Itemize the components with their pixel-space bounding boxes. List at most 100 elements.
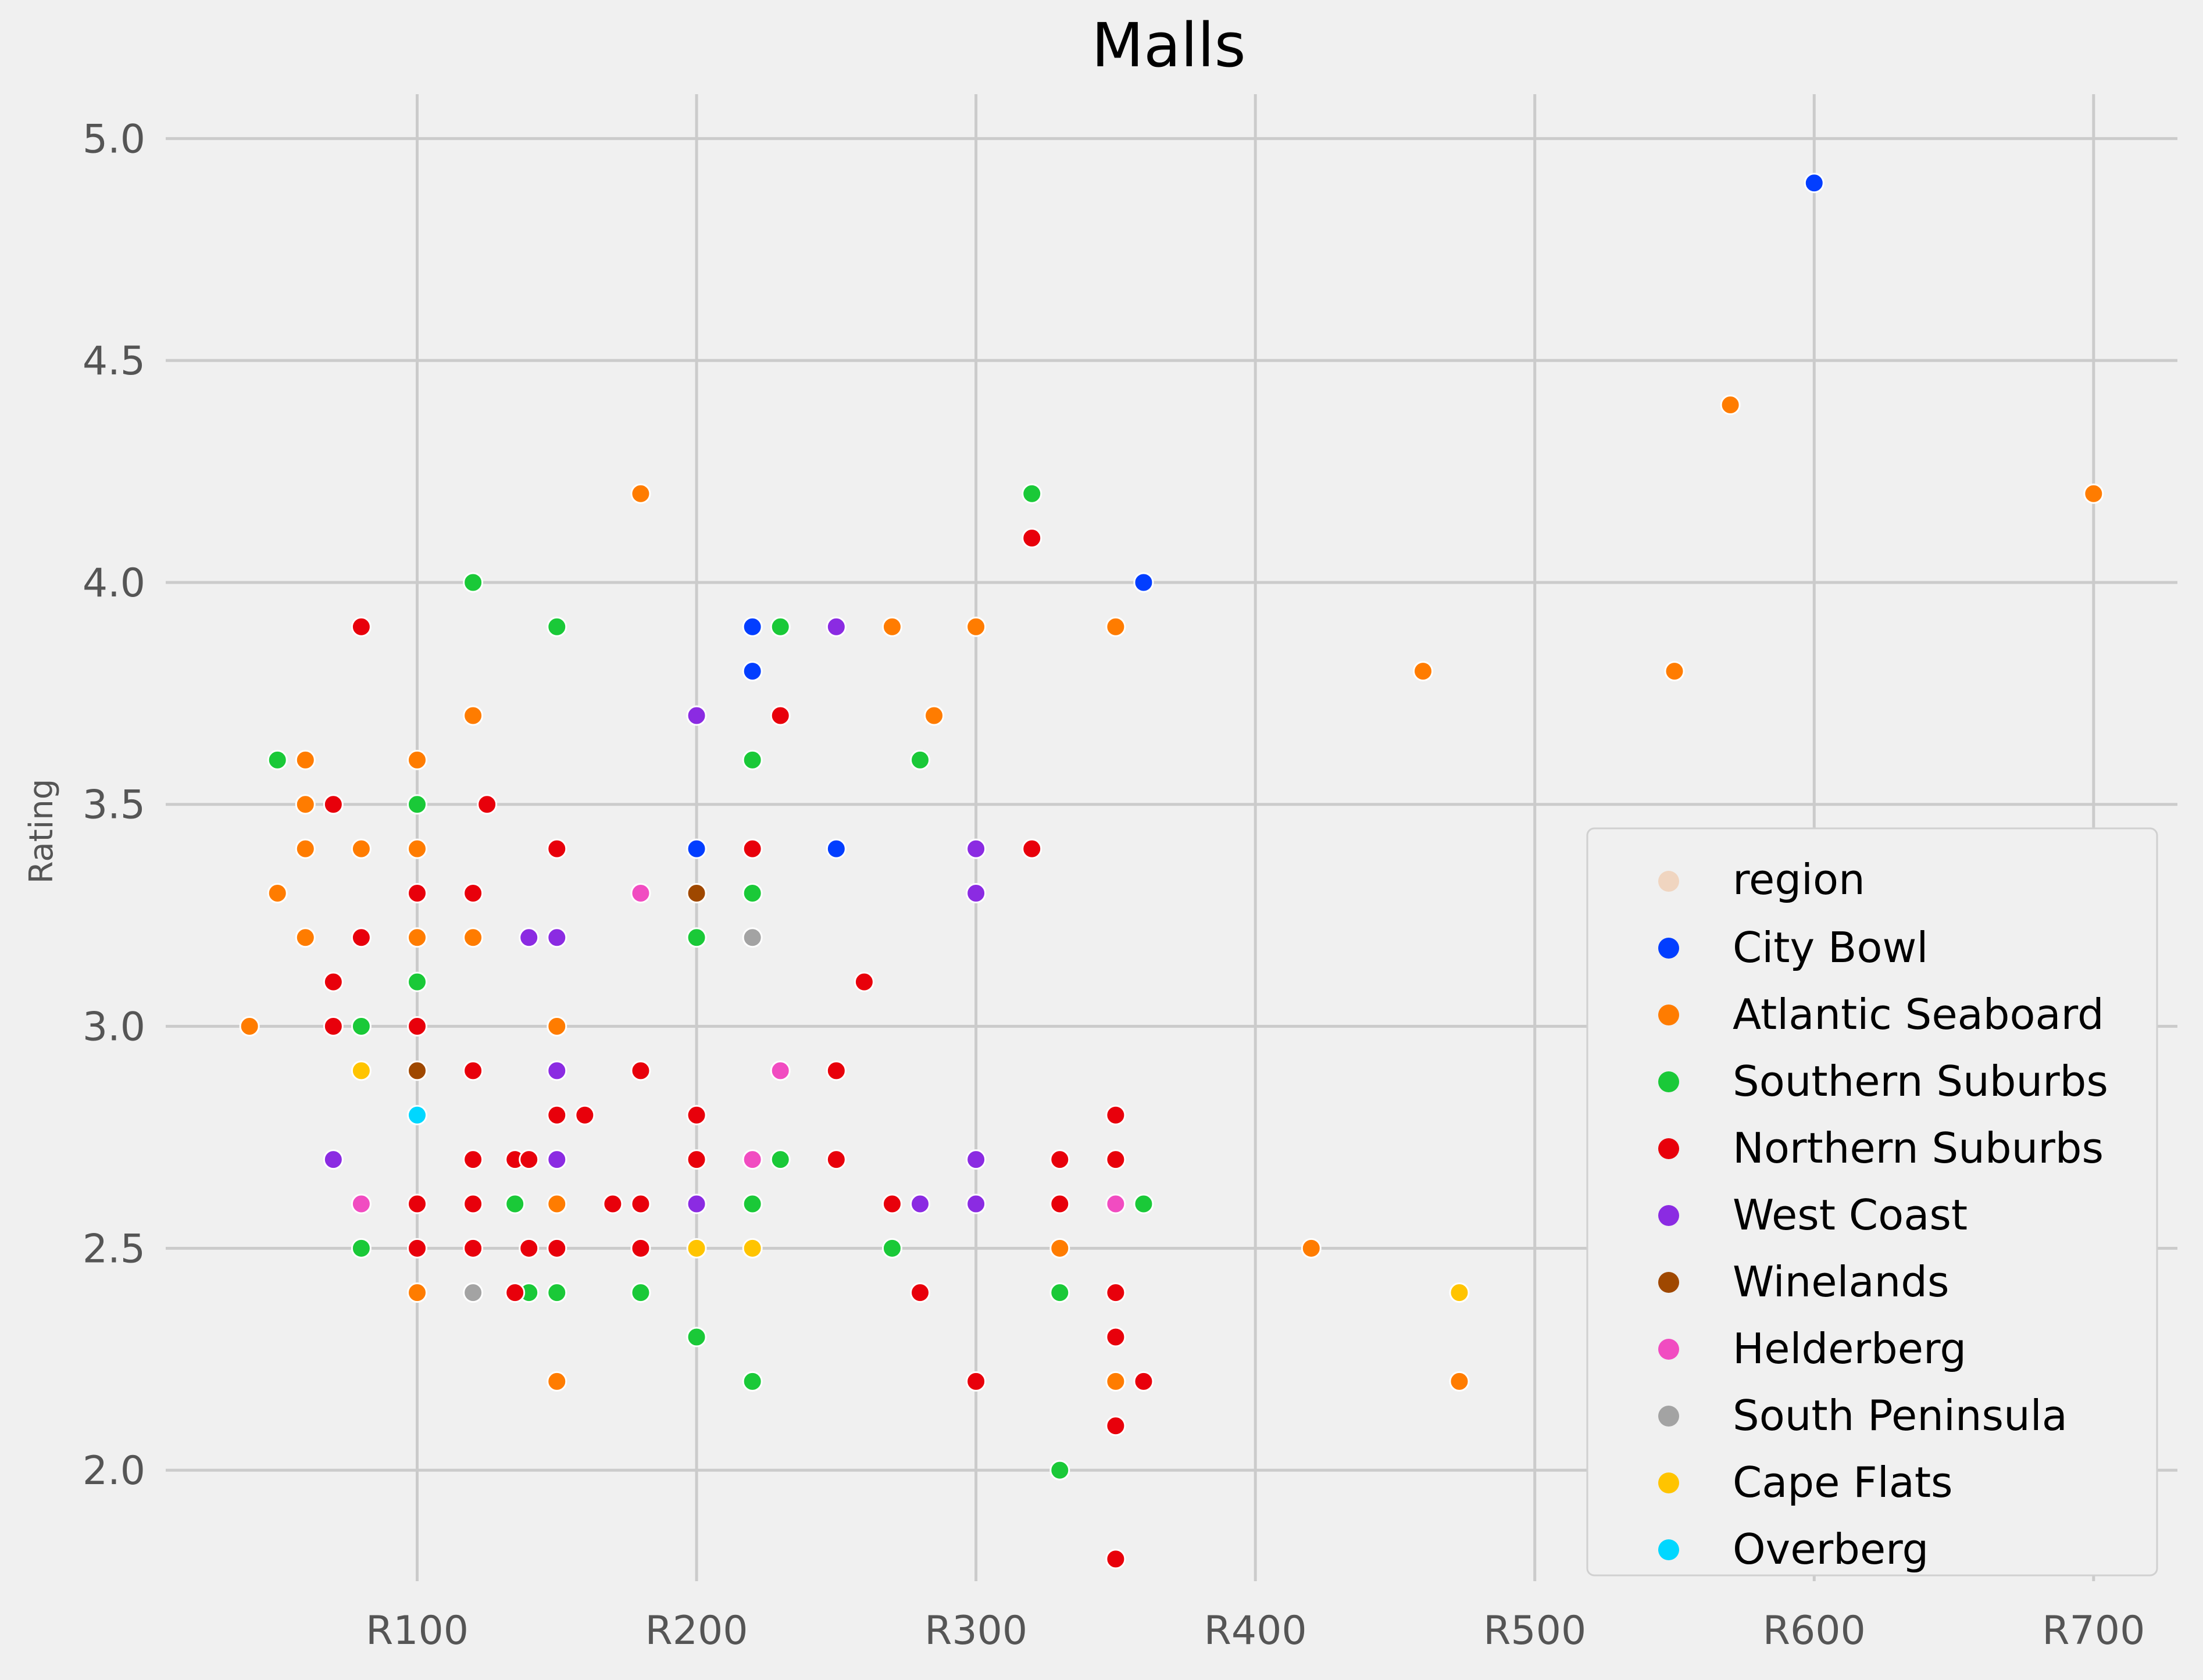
- data-point: [686, 1238, 707, 1259]
- data-point: [351, 616, 372, 637]
- data-point: [463, 1282, 484, 1303]
- data-point: [910, 1282, 930, 1303]
- data-point: [686, 1149, 707, 1170]
- data-point: [854, 971, 874, 992]
- data-point: [881, 616, 902, 637]
- data-point: [630, 1238, 651, 1259]
- legend-label: Helderberg: [1733, 1324, 1966, 1373]
- data-point: [742, 838, 763, 859]
- data-point: [1105, 1416, 1126, 1436]
- legend: region City Bowl Atlantic Seaboard Southern…: [1586, 827, 2158, 1577]
- data-point: [351, 838, 372, 859]
- data-point: [323, 794, 344, 815]
- data-point: [463, 1060, 484, 1081]
- data-point: [826, 1060, 847, 1081]
- data-point: [295, 838, 316, 859]
- data-point: [547, 616, 567, 637]
- data-point: [1720, 395, 1741, 416]
- chart-title: Malls: [1091, 10, 1245, 81]
- data-point: [1133, 572, 1154, 593]
- data-point: [1105, 616, 1126, 637]
- data-point: [1105, 1149, 1126, 1170]
- data-point: [547, 1282, 567, 1303]
- x-tick-label: R600: [1763, 1608, 1866, 1654]
- data-point: [1133, 1371, 1154, 1392]
- data-point: [351, 1193, 372, 1214]
- y-tick-label: 2.0: [83, 1448, 145, 1494]
- x-tick-label: R300: [924, 1608, 1027, 1654]
- data-point: [1105, 1193, 1126, 1214]
- data-point: [463, 882, 484, 903]
- legend-label: Winelands: [1733, 1257, 1950, 1306]
- data-point: [2083, 483, 2104, 504]
- data-point: [463, 1193, 484, 1214]
- data-point: [1049, 1238, 1070, 1259]
- data-point: [742, 1193, 763, 1214]
- data-point: [630, 882, 651, 903]
- data-point: [966, 1149, 987, 1170]
- data-point: [463, 1149, 484, 1170]
- data-point: [770, 705, 791, 726]
- data-point: [407, 927, 427, 948]
- data-point: [1301, 1238, 1322, 1259]
- data-point: [463, 927, 484, 948]
- data-point: [742, 927, 763, 948]
- data-point: [770, 1060, 791, 1081]
- data-point: [630, 1193, 651, 1214]
- data-point: [1049, 1282, 1070, 1303]
- legend-marker: [1658, 1205, 1679, 1226]
- data-point: [770, 616, 791, 637]
- data-point: [966, 616, 987, 637]
- y-tick-label: 3.0: [83, 1005, 145, 1050]
- data-point: [351, 1016, 372, 1037]
- legend-title: region: [1733, 855, 1865, 904]
- y-tick-label: 5.0: [83, 116, 145, 162]
- legend-label: Cape Flats: [1733, 1458, 1953, 1507]
- data-point: [602, 1193, 623, 1214]
- legend-marker: [1658, 938, 1679, 959]
- data-point: [519, 1238, 540, 1259]
- data-point: [1049, 1149, 1070, 1170]
- data-point: [505, 1282, 526, 1303]
- x-tick-label: R400: [1204, 1608, 1307, 1654]
- data-point: [407, 971, 427, 992]
- data-point: [826, 616, 847, 637]
- data-point: [547, 1016, 567, 1037]
- data-point: [267, 749, 288, 770]
- legend-label: City Bowl: [1733, 923, 1928, 972]
- x-tick-label: R700: [2042, 1608, 2145, 1654]
- data-point: [463, 572, 484, 593]
- data-point: [742, 882, 763, 903]
- data-point: [686, 882, 707, 903]
- x-tick-label: R100: [366, 1608, 469, 1654]
- data-point: [966, 838, 987, 859]
- data-point: [742, 749, 763, 770]
- y-axis: 2.0 2.5 3.0 3.5 4.0 4.5 5.0: [83, 116, 145, 1494]
- data-point: [351, 1060, 372, 1081]
- legend-marker: [1658, 1138, 1679, 1159]
- data-point: [351, 927, 372, 948]
- data-point: [910, 1193, 930, 1214]
- data-point: [1105, 1371, 1126, 1392]
- data-point: [630, 483, 651, 504]
- data-point: [463, 1238, 484, 1259]
- data-point: [881, 1193, 902, 1214]
- data-point: [966, 1371, 987, 1392]
- legend-label: Atlantic Seaboard: [1733, 990, 2104, 1039]
- data-point: [407, 1238, 427, 1259]
- data-point: [239, 1016, 260, 1037]
- data-point: [1105, 1327, 1126, 1347]
- data-point: [742, 1149, 763, 1170]
- legend-label: South Peninsula: [1733, 1391, 2068, 1440]
- legend-label: Overberg: [1733, 1525, 1929, 1574]
- data-point: [966, 1193, 987, 1214]
- data-point: [323, 971, 344, 992]
- data-point: [966, 882, 987, 903]
- legend-marker: [1658, 1272, 1679, 1293]
- data-point: [547, 1193, 567, 1214]
- data-point: [1804, 173, 1824, 194]
- data-point: [742, 661, 763, 682]
- data-point: [630, 1060, 651, 1081]
- data-point: [547, 1149, 567, 1170]
- data-point: [742, 616, 763, 637]
